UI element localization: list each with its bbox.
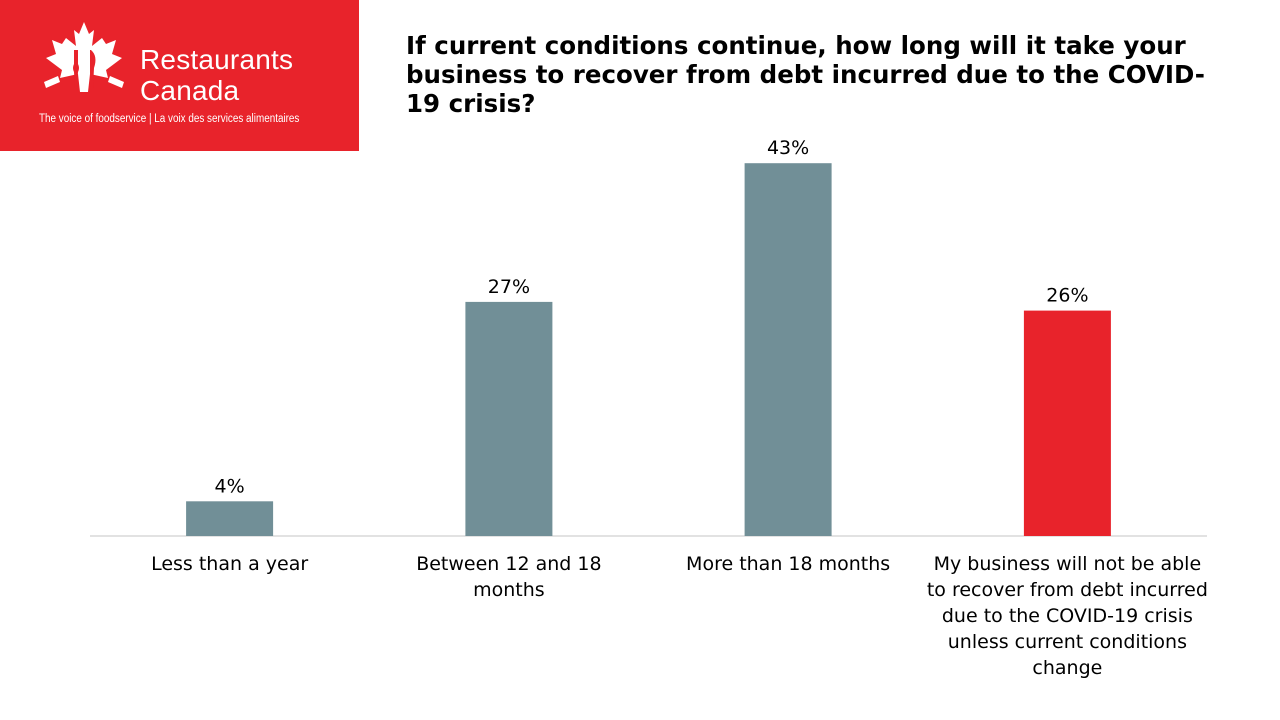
brand-banner: Restaurants Canada The voice of foodserv… <box>0 0 359 151</box>
brand-name-line1: Restaurants <box>140 44 294 75</box>
data-label-1: 4% <box>215 475 245 497</box>
bar-2 <box>465 301 553 536</box>
category-label-4: My business will not be able to recover … <box>926 553 1208 679</box>
chart-title: If current conditions continue, how long… <box>406 31 1205 118</box>
maple-leaf-utensils-icon <box>44 22 124 92</box>
data-label-4: 26% <box>1046 285 1088 307</box>
brand-name-line2: Canada <box>140 75 240 106</box>
category-label-1: Less than a year <box>151 553 309 575</box>
category-label-2: Between 12 and 18 months <box>416 553 602 601</box>
brand-tagline: The voice of foodservice | La voix des s… <box>39 113 300 125</box>
brand-name: Restaurants Canada <box>140 44 293 106</box>
bar-4 <box>1023 310 1111 536</box>
category-label-3: More than 18 months <box>686 553 891 575</box>
data-label-3: 43% <box>767 137 809 159</box>
bar-1 <box>186 501 274 536</box>
data-label-2: 27% <box>488 276 530 298</box>
bar-3 <box>744 163 832 536</box>
